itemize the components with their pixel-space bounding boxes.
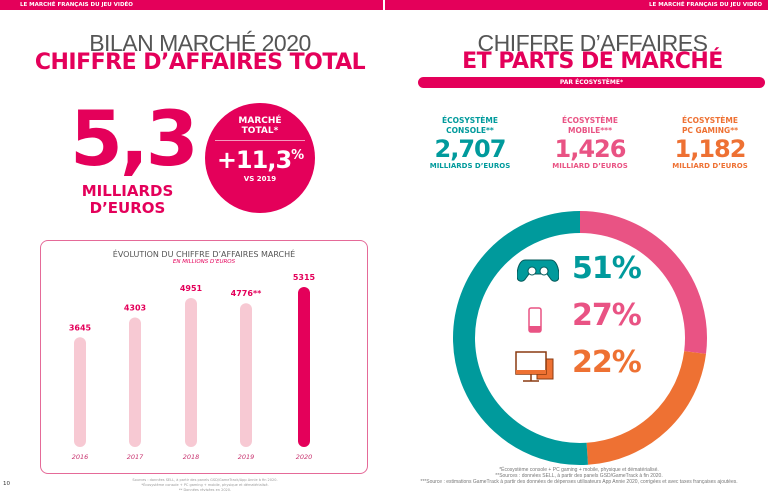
badge-label1: MARCHÉ [238, 116, 282, 126]
bar-value-label: 4303 [124, 303, 146, 312]
share-1: 27% [572, 298, 642, 333]
right-subtitle: ET PARTS DE MARCHÉ [462, 49, 723, 74]
footnote: *Écosystème console + PC gaming + mobile… [141, 483, 269, 487]
bar-value-label: 4776** [231, 289, 262, 298]
ecosystem-0: ÉCOSYSTÈME CONSOLE** 2,707 MILLIARDS D’E… [410, 116, 530, 170]
bar-2018 [185, 297, 197, 447]
eco-label1: ÉCOSYSTÈME [681, 116, 739, 125]
chart-subtitle: EN MILLIONS D’EUROS [172, 259, 236, 265]
eco-unit: MILLIARD D’EUROS [552, 162, 628, 170]
ecosystem-2: ÉCOSYSTÈME PC GAMING** 1,182 MILLIARD D’… [650, 116, 768, 170]
bar-value-label: 4951 [180, 284, 203, 293]
bar-2017 [129, 317, 141, 447]
bar-chart-card: ÉVOLUTION DU CHIFFRE D’AFFAIRES MARCHÉ E… [40, 240, 368, 474]
bar-year-label: 2020 [296, 453, 313, 461]
eco-label2: MOBILE*** [567, 126, 612, 135]
bar-value-label: 3645 [69, 323, 92, 332]
footnote: **Sources : données SELL, à partir des p… [495, 472, 663, 479]
bar-chart: 3645 2016 4303 2017 4951 2018 4776** 2019 5315 20… [69, 273, 316, 461]
badge-note: VS 2019 [243, 175, 277, 183]
total-unit: MILLIARDS D’EUROS [70, 183, 185, 217]
bar-year-label: 2019 [238, 453, 255, 461]
header-right: LE MARCHÉ FRANÇAIS DU JEU VIDÉO [385, 0, 768, 10]
badge-pct: % [291, 148, 304, 163]
eco-label1: ÉCOSYSTÈME [441, 116, 499, 125]
bar-year-label: 2017 [127, 453, 144, 461]
footnote: *Écosystème console + PC gaming + mobile… [499, 467, 659, 473]
donut-chart [453, 211, 707, 465]
donut-slice-console [453, 211, 588, 465]
unit-line1: MILLIARDS [81, 182, 174, 200]
donut-slice-pc-gaming [586, 350, 706, 465]
unit-line2: D’EUROS [89, 199, 166, 217]
badge-divider [215, 140, 305, 141]
right-footnotes: *Écosystème console + PC gaming + mobile… [390, 467, 768, 485]
ecosystem-pill: PAR ÉCOSYSTÈME* [418, 77, 765, 88]
ecosystem-1: ÉCOSYSTÈME MOBILE*** 1,426 MILLIARD D’EU… [530, 116, 650, 170]
eco-label2: PC GAMING** [681, 126, 739, 135]
growth-badge: MARCHÉ TOTAL* +11,3% VS 2019 [205, 103, 315, 213]
bar-year-label: 2018 [183, 453, 200, 461]
page-number: 10 [3, 481, 10, 487]
eco-unit: MILLIARDS D’EUROS [429, 162, 511, 170]
left-title: BILAN MARCHÉ 2020 [89, 30, 311, 56]
desktop-computer-icon [515, 351, 555, 387]
eco-label1: ÉCOSYSTÈME [561, 116, 619, 125]
badge-value: +11,3 [216, 146, 292, 174]
bar-year-label: 2016 [72, 453, 89, 461]
bar-2016 [74, 337, 86, 447]
badge-label2: TOTAL* [241, 126, 279, 136]
left-subtitle: CHIFFRE D’AFFAIRES TOTAL [34, 50, 366, 75]
share-0: 51% [572, 251, 642, 286]
eco-value: 1,426 [554, 135, 627, 163]
bar-2020 [298, 287, 310, 447]
bar-2019 [240, 303, 252, 447]
donut-slice-mobile [579, 211, 707, 354]
footnote: Sources : données SELL, à partir des pan… [132, 478, 278, 482]
header-left: LE MARCHÉ FRANÇAIS DU JEU VIDÉO [0, 0, 383, 10]
share-2: 22% [572, 345, 642, 380]
eco-value: 2,707 [434, 135, 507, 163]
left-footnotes: Sources : données SELL, à partir des pan… [80, 478, 330, 493]
footnote: ** Données révisées en 2020. [178, 488, 232, 492]
eco-label2: CONSOLE** [446, 126, 494, 135]
chart-title: ÉVOLUTION DU CHIFFRE D’AFFAIRES MARCHÉ [112, 250, 296, 259]
total-value: 5,3 [70, 94, 199, 183]
gamepad-icon [516, 257, 560, 287]
eco-value: 1,182 [674, 135, 747, 163]
right-title: CHIFFRE D’AFFAIRES [477, 30, 708, 56]
bar-value-label: 5315 [293, 273, 316, 282]
smartphone-icon [528, 307, 542, 337]
footnote: ***Source : estimations GameTrack à part… [420, 478, 738, 485]
eco-unit: MILLIARD D’EUROS [672, 162, 748, 170]
